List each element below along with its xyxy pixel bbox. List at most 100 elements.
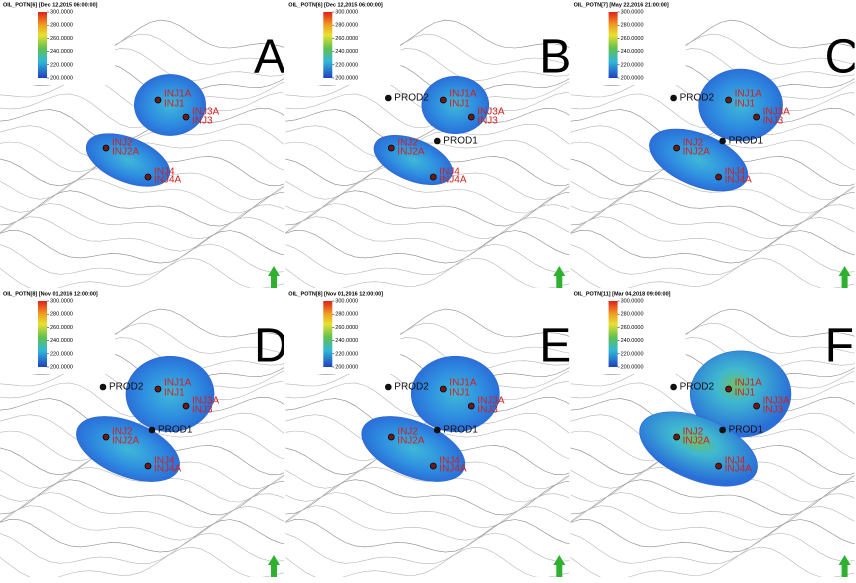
panel-title: OIL_POTN[8] [Nov 01,2016 12:00:00] (288, 291, 383, 297)
well-label: INJ1 (164, 99, 185, 110)
scale-label: 280.0000 (621, 23, 644, 29)
well-marker (754, 114, 760, 120)
well-marker (103, 434, 109, 440)
well-label: PROD1 (443, 136, 478, 147)
scale-label: 300.0000 (335, 9, 358, 15)
scale-label: 280.0000 (335, 312, 358, 318)
well-label: INJ3 (763, 405, 784, 416)
scale-label: 220.0000 (335, 62, 358, 68)
well-label: INJ4A (154, 175, 182, 186)
scale-label: 220.0000 (621, 351, 644, 357)
well-marker (716, 174, 722, 180)
map-panel: INJ1AINJ1INJ3AINJ3INJ2INJ2AINJ4INJ4APROD… (275, 289, 585, 578)
map-panel: INJ1AINJ1INJ3AINJ3INJ2INJ2AINJ4INJ4APROD… (561, 289, 856, 578)
well-label: INJ3 (763, 116, 784, 127)
scale-label: 220.0000 (335, 351, 358, 357)
well-marker (385, 384, 391, 390)
well-marker (674, 145, 680, 151)
well-label: PROD2 (394, 93, 429, 104)
color-scale (323, 301, 332, 367)
well-label: INJ2A (112, 147, 140, 158)
panel-title: OIL_POTN[6] [Dec 12,2015 06:00:00] (288, 2, 383, 8)
well-label: INJ2A (397, 147, 425, 158)
scale-label: 260.0000 (621, 36, 644, 42)
well-label: INJ3 (477, 116, 498, 127)
well-label: PROD1 (729, 425, 764, 436)
well-label: INJ1 (164, 388, 185, 399)
panel-letter: A (254, 31, 286, 84)
well-marker (183, 114, 189, 120)
well-label: PROD1 (729, 136, 764, 147)
well-marker (440, 97, 446, 103)
scale-label: 300.0000 (621, 298, 644, 304)
well-marker (388, 145, 394, 151)
well-marker (754, 403, 760, 409)
scale-label: 260.0000 (335, 325, 358, 331)
well-marker (726, 386, 732, 392)
well-marker (720, 427, 726, 433)
scale-label: 240.0000 (621, 338, 644, 344)
scale-label: 200.0000 (50, 364, 73, 370)
well-marker (100, 384, 106, 390)
well-label: INJ4A (725, 175, 753, 186)
well-label: INJ4A (154, 464, 182, 475)
well-label: INJ2A (683, 147, 711, 158)
well-marker (430, 463, 436, 469)
scale-label: 260.0000 (50, 36, 73, 42)
scale-label: 200.0000 (335, 75, 358, 81)
scale-label: 300.0000 (50, 9, 73, 15)
well-label: INJ1 (449, 99, 470, 110)
color-scale (609, 12, 618, 78)
well-marker (103, 145, 109, 151)
well-label: INJ1 (449, 388, 470, 399)
scale-label: 240.0000 (50, 338, 73, 344)
panel-title: OIL_POTN[11] [Mar 04,2018 09:00:00] (574, 291, 671, 297)
well-label: INJ3 (477, 405, 498, 416)
scale-label: 280.0000 (621, 312, 644, 318)
well-label: PROD1 (443, 425, 478, 436)
scale-label: 200.0000 (621, 364, 644, 370)
well-marker (155, 386, 161, 392)
panel-letter: D (254, 320, 289, 373)
well-marker (671, 95, 677, 101)
scale-label: 240.0000 (621, 49, 644, 55)
scale-label: 240.0000 (50, 49, 73, 55)
scale-label: 200.0000 (50, 75, 73, 81)
map-panel: INJ1AINJ1INJ3AINJ3INJ2INJ2AINJ4INJ4APROD… (0, 289, 300, 578)
well-label: INJ2A (112, 436, 140, 447)
well-marker (430, 174, 436, 180)
panel-title: OIL_POTN[6] [Dec 12,2015 06:00:00] (3, 2, 98, 8)
panel-title: OIL_POTN[7] [May 22,2016 21:00:00] (574, 2, 669, 8)
scale-label: 260.0000 (621, 325, 644, 331)
scale-label: 200.0000 (621, 75, 644, 81)
figure: INJ1AINJ1INJ3AINJ3INJ2INJ2AINJ4INJ4AOIL_… (0, 0, 856, 578)
well-marker (716, 463, 722, 469)
scale-label: 240.0000 (335, 49, 358, 55)
well-marker (183, 403, 189, 409)
well-label: INJ2A (397, 436, 425, 447)
well-label: INJ4A (439, 175, 467, 186)
well-label: PROD2 (680, 93, 715, 104)
panel-letter: E (539, 320, 571, 373)
well-label: INJ4A (725, 464, 753, 475)
well-label: INJ1 (735, 388, 756, 399)
well-marker (720, 138, 726, 144)
scale-label: 220.0000 (621, 62, 644, 68)
panel-letter: F (825, 320, 854, 373)
well-marker (468, 403, 474, 409)
scale-label: 220.0000 (50, 62, 73, 68)
map-panel: INJ1AINJ1INJ3AINJ3INJ2INJ2AINJ4INJ4AOIL_… (0, 0, 300, 291)
well-marker (385, 95, 391, 101)
color-scale (323, 12, 332, 78)
well-marker (145, 463, 151, 469)
well-label: PROD2 (394, 382, 429, 393)
well-marker (155, 97, 161, 103)
scale-label: 260.0000 (50, 325, 73, 331)
map-panel: INJ1AINJ1INJ3AINJ3INJ2INJ2AINJ4INJ4APROD… (275, 0, 585, 291)
scale-label: 280.0000 (50, 312, 73, 318)
well-marker (388, 434, 394, 440)
scale-label: 280.0000 (335, 23, 358, 29)
scale-label: 300.0000 (50, 298, 73, 304)
scale-label: 240.0000 (335, 338, 358, 344)
color-scale (38, 301, 47, 367)
